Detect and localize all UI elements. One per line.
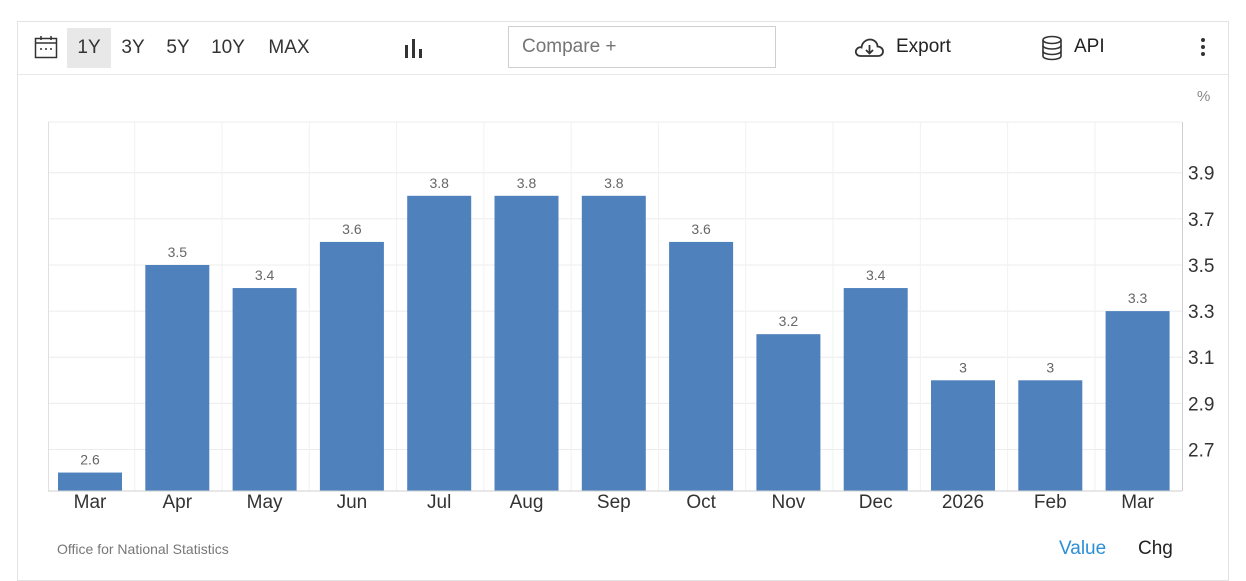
api-button[interactable]: API <box>1074 36 1105 57</box>
range-1y-button[interactable]: 1Y <box>67 28 111 68</box>
more-options-icon[interactable] <box>1198 35 1208 61</box>
bar <box>931 380 995 491</box>
bar <box>1018 380 1083 491</box>
y-tick-label: 3.1 <box>1188 348 1214 369</box>
bar <box>1105 311 1170 491</box>
x-tick-label: May <box>247 492 283 513</box>
export-button[interactable]: Export <box>896 36 951 57</box>
x-tick-label: Mar <box>74 492 107 513</box>
x-tick-label: Jun <box>337 492 368 513</box>
y-tick-label: 2.7 <box>1188 440 1214 461</box>
bar <box>407 195 472 492</box>
y-tick-label: 3.5 <box>1188 256 1214 277</box>
bar <box>319 241 384 491</box>
chart-toolbar: 1Y 3Y 5Y 10Y MAX Export API <box>18 22 1228 75</box>
data-label: 2.6 <box>80 452 100 468</box>
y-tick-label: 3.3 <box>1188 302 1214 323</box>
chart-widget: 1Y 3Y 5Y 10Y MAX Export API <box>17 21 1229 581</box>
data-label: 3.8 <box>517 175 537 191</box>
x-tick-label: Jul <box>427 492 451 513</box>
bar <box>581 195 646 492</box>
source-label: Office for National Statistics <box>57 541 229 557</box>
change-toggle-button[interactable]: Chg <box>1138 538 1173 559</box>
x-tick-label: Sep <box>597 492 631 513</box>
range-3y-button[interactable]: 3Y <box>121 37 145 58</box>
data-label: 3.8 <box>429 175 449 191</box>
bar-chart: 2.6 Mar 3.5 Apr 3.4 May 3.6 Jun 3.8 Jul 3.8 Aug 3.8 S… <box>48 88 1214 513</box>
x-tick-label: Oct <box>686 492 716 513</box>
data-label: 3.4 <box>255 267 275 283</box>
bar <box>843 288 908 491</box>
data-label: 3.2 <box>779 313 799 329</box>
x-tick-label: Mar <box>1121 492 1154 513</box>
bar <box>58 472 122 491</box>
unit-label: % <box>1197 88 1210 105</box>
x-tick-label: Aug <box>510 492 544 513</box>
range-10y-button[interactable]: 10Y <box>211 37 245 58</box>
range-max-button[interactable]: MAX <box>268 37 310 58</box>
data-label: 3.6 <box>691 221 711 237</box>
value-toggle-button[interactable]: Value <box>1059 538 1107 559</box>
bar <box>669 241 734 491</box>
x-tick-label: Dec <box>859 492 893 513</box>
data-label: 3.3 <box>1128 290 1148 306</box>
y-tick-label: 3.7 <box>1188 210 1214 231</box>
calendar-icon[interactable] <box>34 35 58 59</box>
y-tick-label: 2.9 <box>1188 394 1214 415</box>
data-label: 3.6 <box>342 221 362 237</box>
x-tick-label: Apr <box>163 492 193 513</box>
data-label: 3 <box>959 359 967 375</box>
database-icon[interactable] <box>1040 35 1064 61</box>
y-tick-label: 3.9 <box>1188 164 1214 185</box>
data-label: 3 <box>1046 359 1054 375</box>
data-label: 3.5 <box>168 244 188 260</box>
bar <box>145 264 210 491</box>
bar <box>494 195 559 492</box>
range-5y-button[interactable]: 5Y <box>166 37 190 58</box>
cloud-download-icon[interactable] <box>853 36 885 60</box>
data-label: 3.4 <box>866 267 886 283</box>
data-label: 3.8 <box>604 175 624 191</box>
x-tick-label: 2026 <box>942 492 984 513</box>
x-tick-label: Feb <box>1034 492 1067 513</box>
bar <box>232 288 297 491</box>
compare-input[interactable] <box>508 26 776 68</box>
x-tick-label: Nov <box>772 492 806 513</box>
bar-chart-icon[interactable] <box>403 37 425 59</box>
bar <box>756 334 821 491</box>
